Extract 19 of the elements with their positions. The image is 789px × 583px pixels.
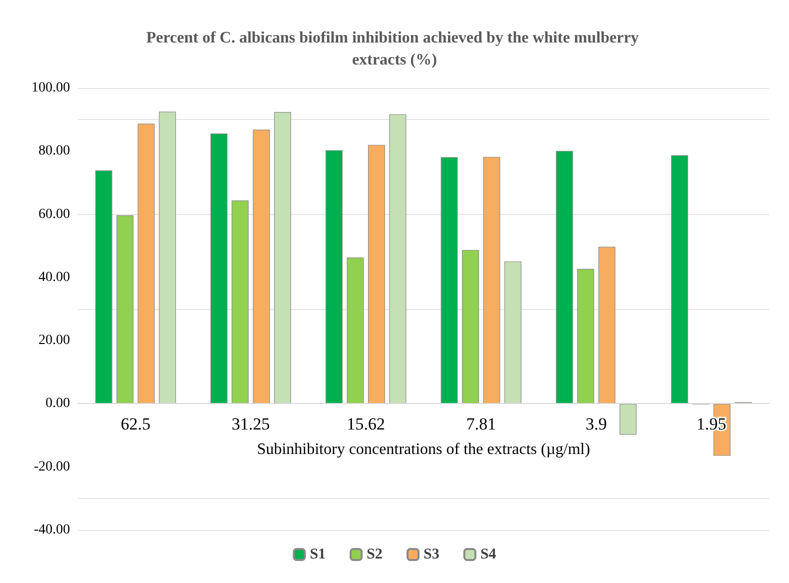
- chart-title: Percent of C. albicans biofilm inhibition achieved by the white mulberry extracts (%): [146, 30, 643, 68]
- y-tick-label: 80.00: [38, 144, 70, 159]
- legend-label: S3: [424, 546, 440, 562]
- y-tick-label: 60.00: [38, 206, 70, 222]
- x-tick-label: 62.5: [120, 414, 150, 434]
- y-tick-label: -20.00: [34, 459, 70, 474]
- y-tick-label: 40.00: [38, 270, 70, 285]
- y-tick-label: 0.00: [46, 396, 70, 412]
- legend-label: S4: [480, 546, 497, 562]
- y-tick-label: 20.00: [38, 333, 70, 348]
- legend-label: S1: [310, 546, 326, 562]
- x-tick-label: 7.81: [466, 414, 496, 434]
- y-tick-label: -40.00: [34, 522, 70, 538]
- y-tick-label: 100.00: [32, 80, 70, 96]
- legend-label: S2: [366, 546, 382, 562]
- x-tick-label: 31.25: [232, 414, 270, 434]
- x-tick-label: 3.9: [586, 414, 607, 434]
- x-axis-title: Subinhibitory concentrations of the extracts (µg/ml): [256, 441, 590, 458]
- x-tick-label: 15.62: [346, 414, 386, 434]
